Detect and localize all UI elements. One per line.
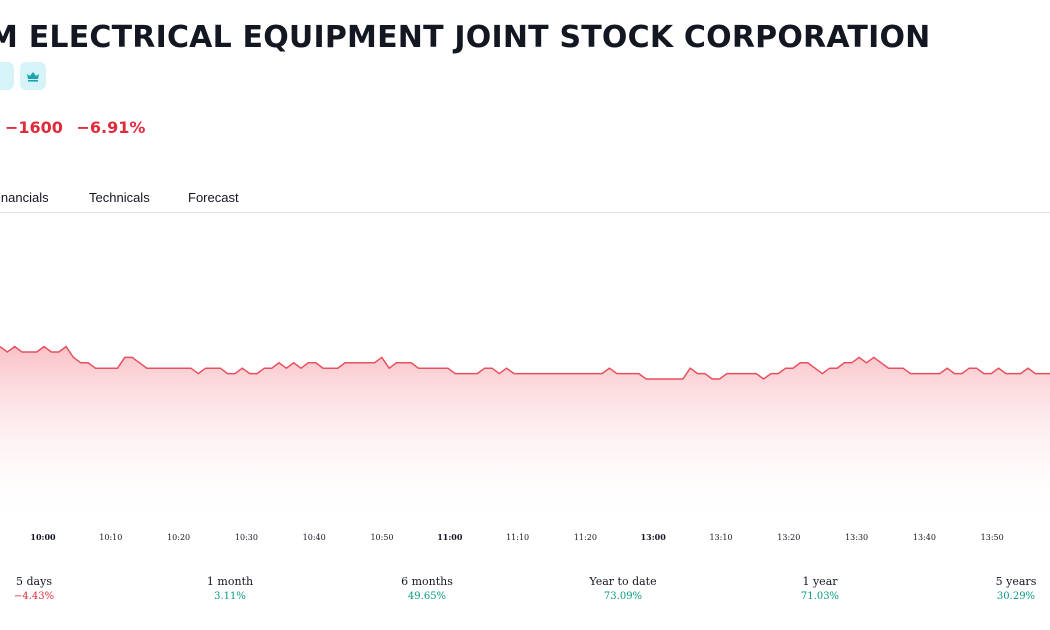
x-tick-label: 13:50 — [981, 533, 1004, 542]
price-line — [0, 345, 1050, 380]
x-tick-label: 13:20 — [777, 533, 800, 542]
performance-value: 30.29% — [996, 591, 1036, 602]
performance-value: 73.09% — [603, 591, 643, 602]
performance-label: 1 year — [802, 575, 838, 588]
crown-badge[interactable] — [20, 62, 46, 90]
performance-label: 5 days — [16, 575, 52, 588]
x-tick-label: 10:00 — [30, 532, 56, 542]
performance-bar: 5 days −4.43% 1 month 3.11% 6 months 49.65% Ye… — [0, 575, 1050, 615]
x-tick-label: 10:40 — [303, 533, 326, 542]
performance-item[interactable]: 1 month 3.11% — [207, 575, 253, 602]
x-tick-label: 11:20 — [574, 533, 597, 542]
performance-item[interactable]: 5 days −4.43% — [14, 575, 54, 602]
x-tick-label: 13:40 — [913, 533, 936, 542]
performance-value: 71.03% — [800, 591, 840, 602]
performance-label: 5 years — [995, 575, 1037, 588]
price-chart[interactable]: 10:00 10:10 10:20 10:30 10:40 10:50 11:00 11:10… — [0, 212, 1050, 552]
x-tick-label: 13:30 — [845, 533, 868, 542]
performance-label: 6 months — [401, 575, 453, 588]
x-tick-label: 11:00 — [437, 532, 463, 542]
performance-label: 1 month — [206, 575, 254, 588]
x-tick-label: 10:30 — [235, 533, 258, 542]
performance-value: 49.65% — [407, 591, 447, 602]
price-change-absolute: −1600 — [5, 118, 63, 137]
page-title: M ELECTRICAL EQUIPMENT JOINT STOCK CORPO… — [0, 20, 931, 55]
x-tick-label: 10:10 — [99, 533, 122, 542]
x-tick-label: 11:10 — [506, 533, 529, 542]
tab-forecast[interactable]: Forecast — [188, 190, 239, 205]
price-area — [0, 346, 1050, 522]
price-change: −1600 −6.91% — [5, 118, 145, 137]
x-axis-ticks: 10:00 10:10 10:20 10:30 10:40 10:50 11:00 11:10… — [30, 532, 1003, 542]
performance-item[interactable]: 6 months 49.65% — [401, 575, 453, 602]
performance-item[interactable]: Year to date 73.09% — [589, 575, 656, 602]
tab-technicals[interactable]: Technicals — [89, 190, 150, 205]
price-change-percent: −6.91% — [76, 118, 146, 137]
tab-bar: inancials Technicals Forecast — [0, 190, 1050, 213]
performance-value: 3.11% — [214, 591, 246, 602]
badge-partial[interactable] — [0, 62, 14, 90]
performance-value: −4.43% — [13, 591, 55, 602]
x-tick-label: 10:20 — [167, 533, 190, 542]
x-tick-label: 13:00 — [641, 532, 667, 542]
performance-item[interactable]: 1 year 71.03% — [801, 575, 839, 602]
x-tick-label: 13:10 — [709, 533, 732, 542]
crown-icon — [27, 72, 39, 82]
performance-label: Year to date — [589, 575, 657, 588]
tab-financials[interactable]: inancials — [0, 190, 49, 205]
performance-item[interactable]: 5 years 30.29% — [996, 575, 1037, 602]
badge-group — [0, 62, 46, 90]
x-tick-label: 10:50 — [370, 533, 393, 542]
